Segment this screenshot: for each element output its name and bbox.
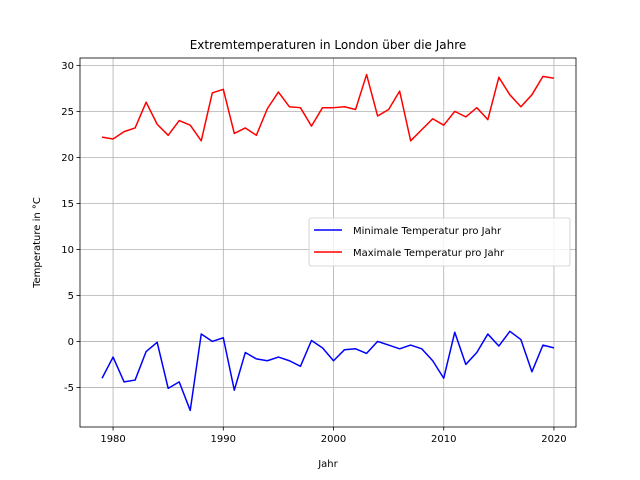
series-line-max [101,73,555,142]
y-axis-label: Temperature in °C [32,197,43,289]
x-tick-label: 2000 [321,434,346,445]
legend-label-max: Maximale Temperatur pro Jahr [353,248,505,259]
y-tick-label: 10 [61,245,74,256]
legend-label-min: Minimale Temperatur pro Jahr [353,226,502,237]
x-tick-label: 1990 [211,434,236,445]
legend: Minimale Temperatur pro Jahr Maximale Te… [308,217,571,267]
plot-frame [79,57,577,428]
y-tick-label: 25 [61,107,74,118]
y-tick-label: 30 [61,61,74,72]
x-tick-label: 2010 [431,434,456,445]
y-tick-label: 0 [68,337,74,348]
series-line-min [101,330,555,412]
y-tick-label: -5 [64,383,74,394]
x-tick-label: 2020 [541,434,566,445]
x-tick-label: 1980 [100,434,125,445]
series-lines [101,73,555,412]
y-tick-label: 5 [68,291,74,302]
chart-title: Extremtemperaturen in London über die Ja… [190,38,467,52]
legend-box [308,217,571,267]
y-tick-label: 20 [61,153,74,164]
y-tick-label: 15 [61,199,74,210]
x-axis-label: Jahr [317,459,338,470]
axis-ticks: 1980 1990 2000 2010 2020 -5 0 5 10 15 20 25 30 [61,61,566,445]
